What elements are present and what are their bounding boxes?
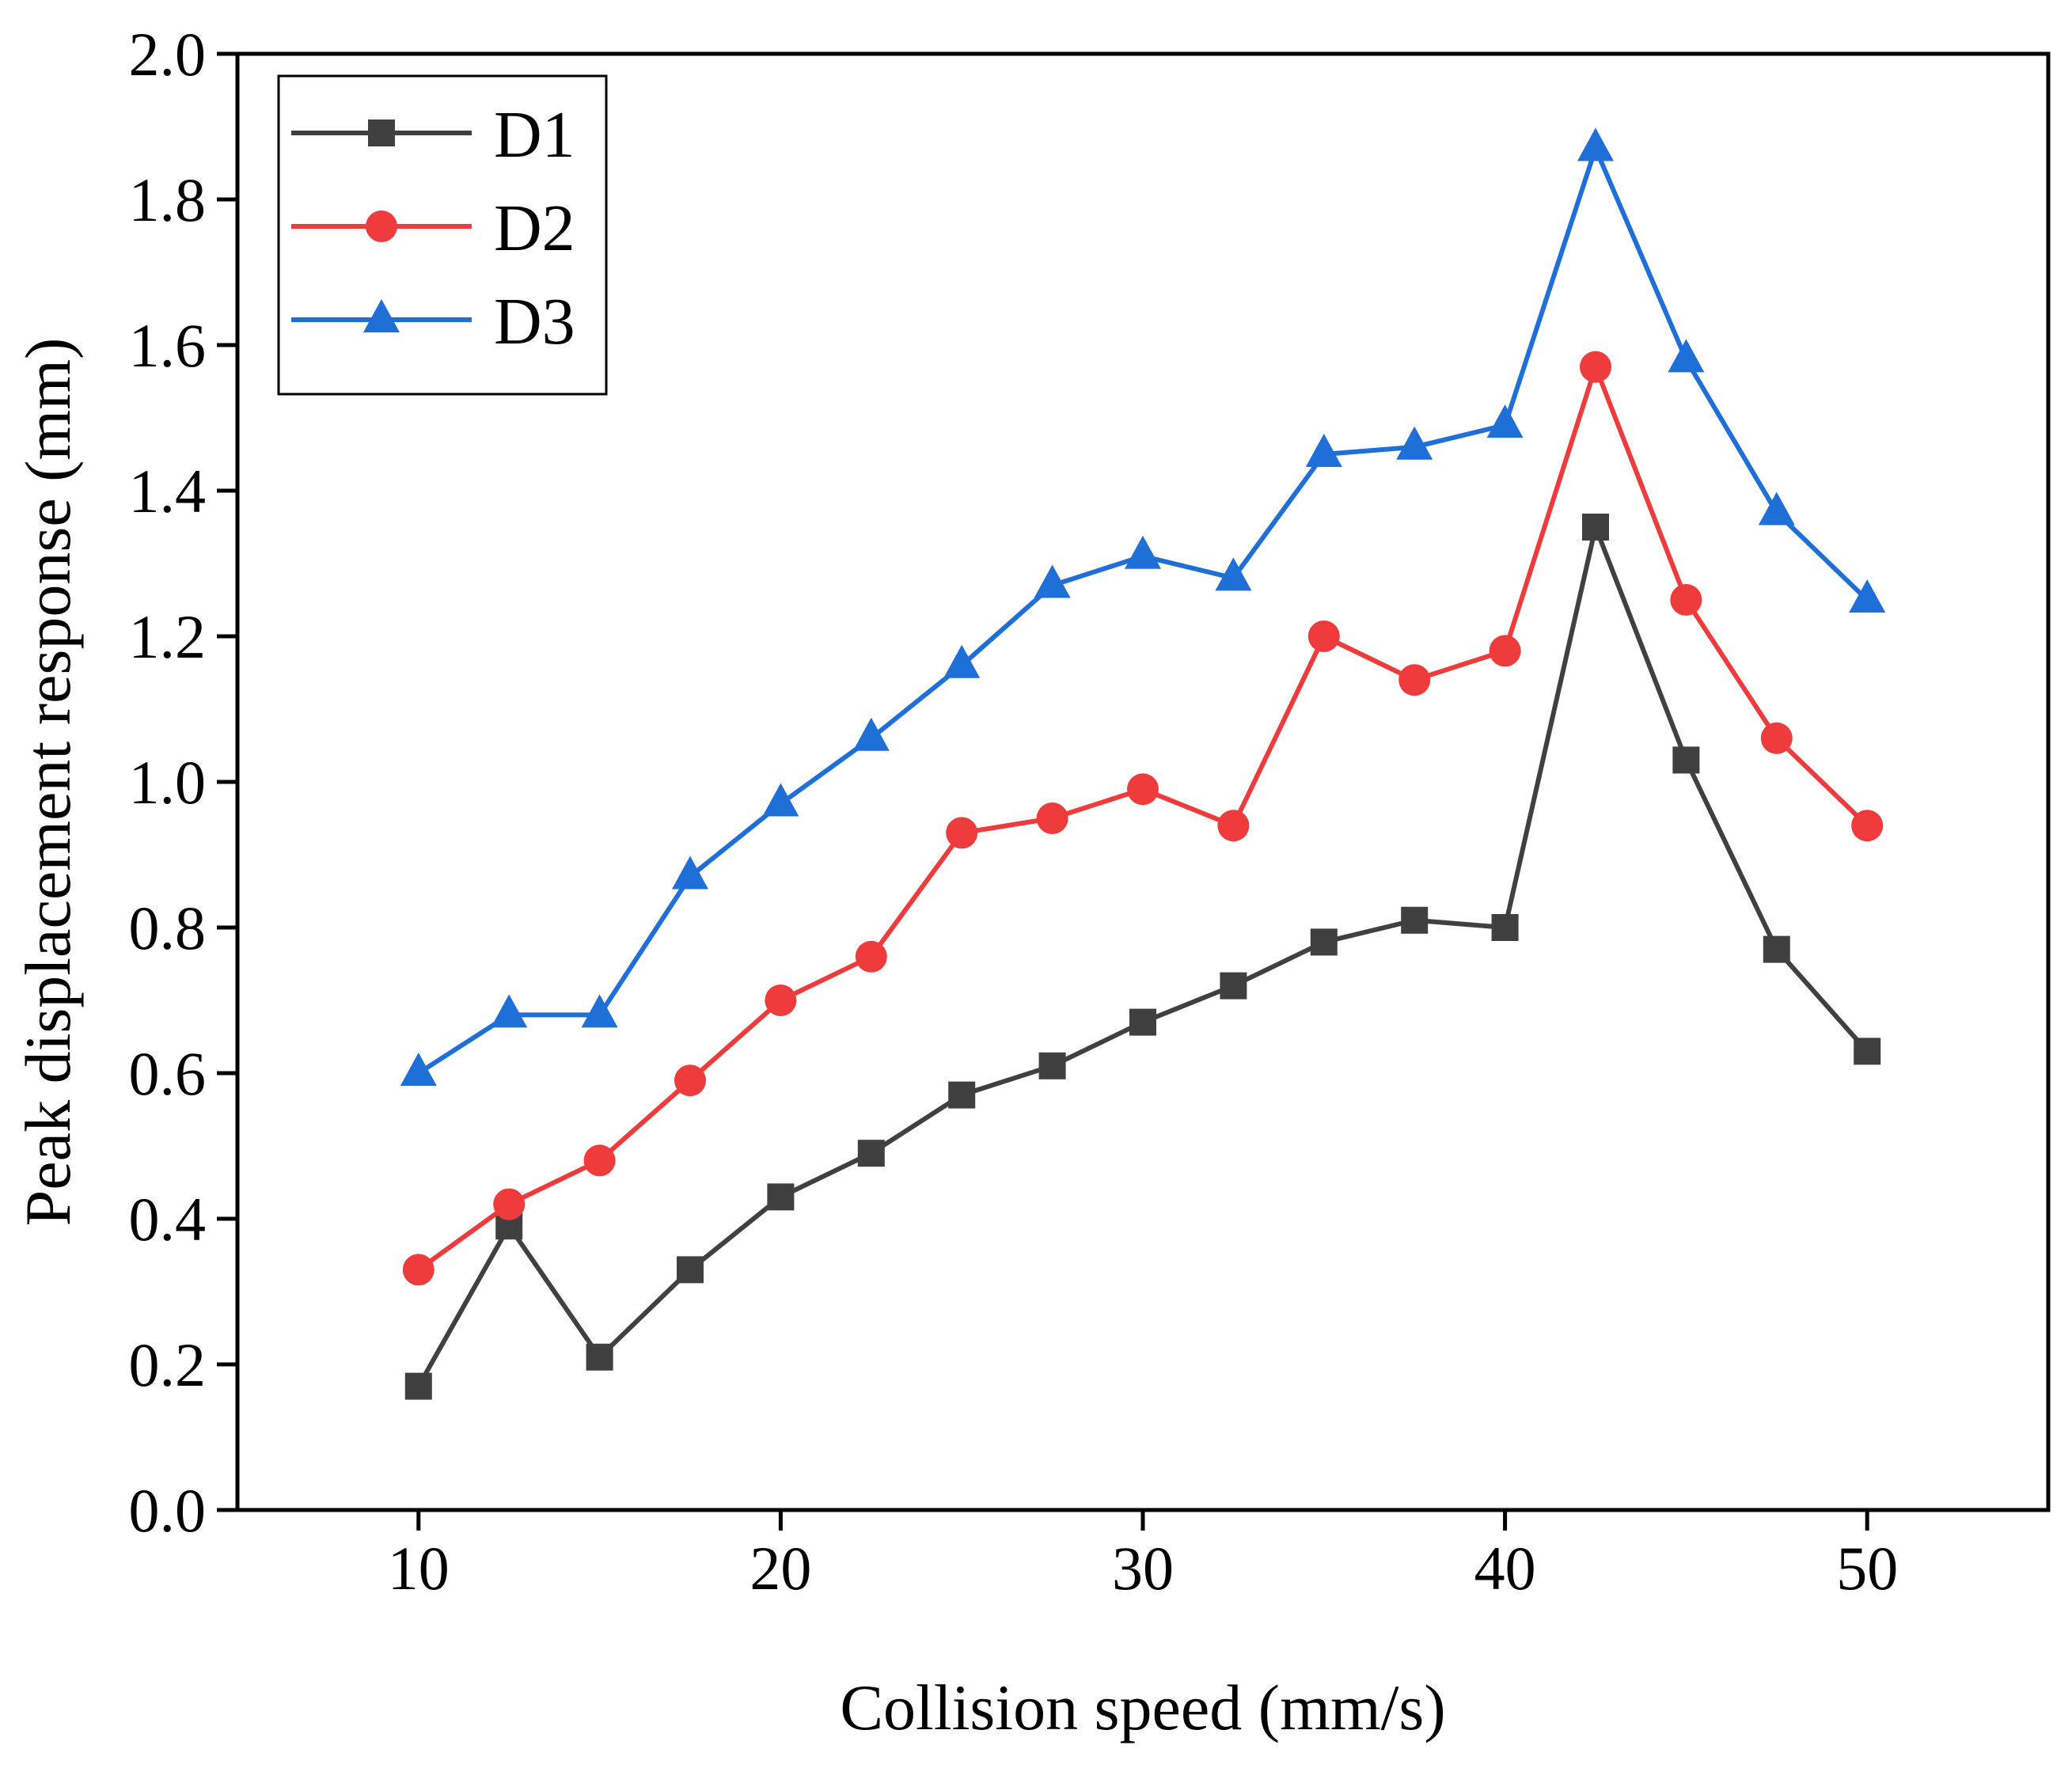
x-tick-label: 20: [749, 1534, 811, 1603]
legend-item-d1: D1: [291, 98, 575, 172]
legend-swatch-marker: [366, 211, 397, 242]
data-point-d3: [1034, 564, 1071, 598]
series-d1: [404, 514, 1881, 1400]
series-layer: [400, 127, 1886, 1400]
data-point-d2: [402, 1254, 435, 1286]
y-tick-label: 1.2: [129, 602, 207, 671]
data-point-d3: [1486, 404, 1524, 438]
data-point-d2: [1127, 773, 1159, 806]
data-point-d2: [1580, 351, 1611, 383]
y-axis-title: Peak displacement response (mm): [12, 338, 84, 1227]
legend-swatch-marker: [363, 298, 400, 332]
data-point-d2: [1036, 802, 1068, 834]
legend-item-d2: D2: [291, 192, 575, 265]
data-point-d3: [672, 856, 708, 890]
data-point-d1: [1854, 1038, 1881, 1065]
y-tick-label: 1.4: [129, 457, 207, 525]
data-point-d1: [1491, 914, 1519, 941]
legend-label: D2: [494, 192, 575, 265]
y-tick-label: 0.8: [129, 893, 207, 962]
legend-label: D1: [494, 98, 575, 172]
data-point-d2: [1307, 620, 1340, 652]
data-point-d1: [586, 1343, 613, 1371]
legend-swatch-marker: [368, 120, 395, 146]
y-tick-label: 1.6: [129, 311, 207, 380]
data-point-d3: [1396, 426, 1433, 460]
data-point-d1: [1038, 1052, 1066, 1079]
data-point-d2: [1760, 722, 1793, 754]
legend: D1 D2 D3: [277, 74, 608, 396]
data-point-d1: [1672, 746, 1700, 774]
data-point-d1: [1220, 972, 1247, 1000]
data-point-d2: [765, 985, 797, 1016]
series-d3: [400, 127, 1886, 1086]
y-tick-label: 0.4: [129, 1185, 207, 1254]
data-point-d1: [948, 1081, 976, 1109]
data-point-d1: [857, 1140, 885, 1167]
series-d2: [402, 351, 1884, 1286]
data-point-d1: [677, 1256, 704, 1284]
data-point-d3: [400, 1052, 437, 1086]
data-point-d2: [583, 1144, 616, 1177]
data-point-d2: [1398, 664, 1431, 696]
data-point-d3: [1305, 433, 1342, 467]
axis-ticks: 10 20 30 40 50 0.0 0.2 0.4 0.6 0.8 1.0 1.2 1.4 1.6 1.8…: [129, 20, 1899, 1603]
data-point-d1: [1129, 1008, 1156, 1036]
data-point-d2: [674, 1064, 706, 1097]
y-tick-label: 1.0: [129, 748, 207, 817]
data-point-d1: [1582, 514, 1609, 541]
x-axis-title: Collision speed (mm/s): [840, 1671, 1445, 1743]
data-point-d1: [1763, 935, 1790, 963]
data-point-d2: [946, 817, 978, 849]
data-point-d3: [1215, 557, 1252, 591]
data-point-d1: [767, 1183, 795, 1211]
data-point-d2: [1489, 635, 1521, 667]
data-point-d2: [1217, 810, 1250, 842]
data-point-d2: [855, 940, 887, 973]
x-tick-label: 40: [1474, 1534, 1536, 1603]
y-tick-label: 2.0: [129, 20, 207, 89]
data-point-d3: [943, 644, 981, 678]
y-tick-label: 1.8: [129, 165, 207, 234]
data-point-d2: [493, 1188, 526, 1220]
legend-item-d3: D3: [291, 285, 575, 359]
legend-items: D1 D2 D3: [291, 98, 575, 359]
data-point-d1: [404, 1372, 432, 1400]
data-point-d1: [1310, 928, 1338, 956]
y-tick-label: 0.6: [129, 1039, 207, 1108]
legend-box: [277, 74, 608, 396]
data-point-d3: [1668, 339, 1705, 373]
y-tick-label: 0.2: [129, 1330, 207, 1399]
data-point-d1: [1401, 906, 1429, 934]
data-point-d3: [491, 994, 528, 1028]
y-tick-label: 0.0: [129, 1476, 207, 1545]
legend-label: D3: [494, 285, 575, 359]
data-point-d3: [852, 717, 890, 751]
data-point-d2: [1851, 810, 1884, 842]
data-point-d3: [762, 783, 799, 817]
data-point-d2: [1670, 584, 1702, 616]
x-tick-label: 30: [1112, 1534, 1174, 1603]
x-tick-label: 10: [388, 1534, 450, 1603]
data-point-d3: [1758, 491, 1795, 525]
data-point-d3: [581, 994, 618, 1028]
data-point-d3: [1849, 579, 1886, 613]
x-tick-label: 50: [1836, 1534, 1898, 1603]
data-point-d3: [1577, 127, 1614, 161]
data-point-d3: [1125, 535, 1161, 569]
